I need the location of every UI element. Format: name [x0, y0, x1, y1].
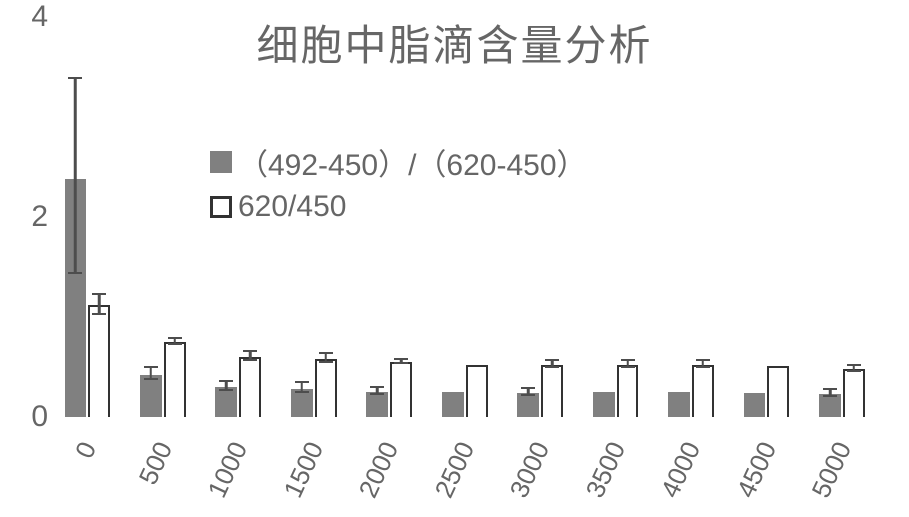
error-bar-cap — [295, 381, 309, 384]
error-bar-cap — [823, 395, 837, 398]
bar-series-1 — [593, 392, 615, 417]
error-bar-cap — [92, 313, 106, 316]
error-bar-cap — [319, 352, 333, 355]
error-bar-cap — [219, 380, 233, 383]
bar-series-2 — [617, 365, 639, 417]
error-bar-cap — [68, 272, 82, 275]
y-tick-label: 2 — [31, 200, 48, 234]
error-bar-cap — [696, 366, 710, 369]
error-bar-cap — [847, 370, 861, 373]
x-tick-label: 1500 — [277, 437, 330, 503]
error-bar-cap — [394, 358, 408, 361]
bar-series-2 — [164, 342, 186, 417]
x-tick-label: 0 — [69, 437, 103, 463]
bar-series-1 — [668, 392, 690, 417]
y-tick-label: 4 — [31, 0, 48, 34]
error-bar-cap — [68, 77, 82, 80]
error-bar-stem — [74, 79, 77, 274]
bar-series-1 — [744, 393, 766, 417]
error-bar-cap — [370, 393, 384, 396]
error-bar-cap — [144, 378, 158, 381]
bar-series-1 — [517, 393, 539, 417]
error-bar-cap — [521, 394, 535, 397]
error-bar-cap — [823, 388, 837, 391]
error-bar-cap — [319, 361, 333, 364]
error-bar-cap — [219, 389, 233, 392]
error-bar-cap — [621, 359, 635, 362]
bar-series-2 — [390, 362, 412, 417]
x-tick-label: 4000 — [655, 437, 708, 503]
y-tick-label: 0 — [31, 400, 48, 434]
plot-area: 0240500100015002000250030003500400045005… — [60, 17, 890, 417]
error-bar-cap — [168, 337, 182, 340]
bar-series-2 — [466, 365, 488, 417]
bar-series-1 — [366, 392, 388, 417]
bar-series-2 — [88, 305, 110, 417]
error-bar-cap — [545, 359, 559, 362]
bar-series-2 — [692, 365, 714, 417]
bar-series-2 — [541, 365, 563, 417]
error-bar-cap — [847, 364, 861, 367]
error-bar-cap — [295, 391, 309, 394]
bar-series-1 — [442, 392, 464, 417]
error-bar-cap — [243, 359, 257, 362]
error-bar-cap — [243, 350, 257, 353]
bar-series-1 — [291, 389, 313, 417]
error-bar-cap — [696, 359, 710, 362]
error-bar-cap — [92, 293, 106, 296]
bar-series-1 — [140, 375, 162, 417]
error-bar-cap — [521, 387, 535, 390]
error-bar-cap — [621, 366, 635, 369]
bar-series-2 — [767, 366, 789, 417]
error-bar-cap — [144, 366, 158, 369]
bar-series-1 — [215, 387, 237, 417]
x-tick-label: 2000 — [353, 437, 406, 503]
x-tick-label: 5000 — [806, 437, 859, 503]
error-bar-cap — [370, 386, 384, 389]
x-tick-label: 4500 — [730, 437, 783, 503]
error-bar-cap — [545, 366, 559, 369]
x-tick-label: 3000 — [504, 437, 557, 503]
bar-series-1 — [819, 394, 841, 417]
chart-container: 细胞中脂滴含量分析 （492-450）/（620-450） 620/450 02… — [0, 0, 909, 517]
error-bar-cap — [394, 362, 408, 365]
error-bar-cap — [168, 343, 182, 346]
x-tick-label: 3500 — [579, 437, 632, 503]
x-tick-label: 2500 — [428, 437, 481, 503]
bar-series-2 — [239, 357, 261, 417]
bar-series-2 — [843, 369, 865, 417]
x-tick-label: 1000 — [202, 437, 255, 503]
x-tick-label: 500 — [133, 437, 179, 489]
bar-series-2 — [315, 359, 337, 417]
